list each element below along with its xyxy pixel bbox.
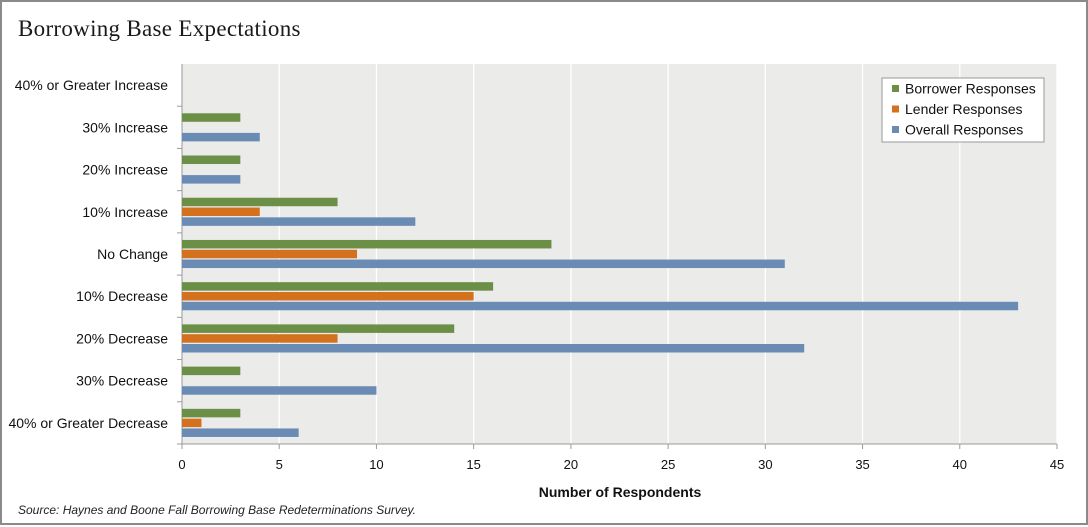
category-label: 10% Increase — [82, 204, 168, 220]
bar-borrower-responses — [182, 366, 241, 376]
bar-lender-responses — [182, 291, 474, 301]
x-tick-label: 25 — [661, 457, 675, 472]
x-tick-label: 0 — [178, 457, 185, 472]
bar-overall-responses — [182, 259, 785, 269]
category-label: 20% Decrease — [76, 330, 168, 346]
x-tick-label: 30 — [758, 457, 772, 472]
bar-overall-responses — [182, 175, 241, 184]
bar-overall-responses — [182, 386, 377, 395]
x-axis-title: Number of Respondents — [539, 484, 702, 500]
x-tick-label: 5 — [276, 457, 283, 472]
category-label: 20% Increase — [82, 162, 168, 178]
category-label: 40% or Greater Increase — [15, 77, 169, 93]
bar-borrower-responses — [182, 239, 552, 249]
category-label: 10% Decrease — [76, 288, 168, 304]
legend-box — [881, 77, 1045, 143]
legend-swatch — [892, 126, 899, 133]
bar-overall-responses — [182, 428, 299, 437]
category-label: 40% or Greater Decrease — [8, 415, 168, 431]
bar-overall-responses — [182, 132, 260, 142]
bar-lender-responses — [182, 249, 357, 259]
x-tick-label: 20 — [564, 457, 578, 472]
chart-title: Borrowing Base Expectations — [18, 16, 301, 41]
bar-overall-responses — [182, 343, 805, 353]
category-label: No Change — [97, 246, 168, 262]
bar-overall-responses — [182, 301, 1019, 311]
category-label: 30% Increase — [82, 119, 168, 135]
bar-borrower-responses — [182, 155, 241, 165]
x-tick-label: 45 — [1050, 457, 1064, 472]
source-note: Source: Haynes and Boone Fall Borrowing … — [18, 503, 416, 517]
bar-borrower-responses — [182, 113, 241, 122]
x-tick-label: 10 — [369, 457, 383, 472]
bar-borrower-responses — [182, 324, 455, 333]
bar-lender-responses — [182, 207, 260, 217]
category-label: 30% Decrease — [76, 373, 168, 389]
bar-borrower-responses — [182, 197, 338, 207]
bar-borrower-responses — [182, 282, 494, 291]
bar-borrower-responses — [182, 408, 241, 418]
legend-label: Overall Responses — [905, 122, 1023, 138]
x-tick-label: 35 — [855, 457, 869, 472]
bar-overall-responses — [182, 217, 416, 226]
bar-lender-responses — [182, 334, 338, 343]
legend-swatch — [892, 85, 899, 92]
x-tick-label: 40 — [953, 457, 967, 472]
legend-label: Borrower Responses — [905, 81, 1036, 97]
bar-lender-responses — [182, 418, 202, 428]
legend-swatch — [892, 105, 899, 113]
x-tick-label: 15 — [466, 457, 480, 472]
legend-label: Lender Responses — [905, 101, 1023, 117]
